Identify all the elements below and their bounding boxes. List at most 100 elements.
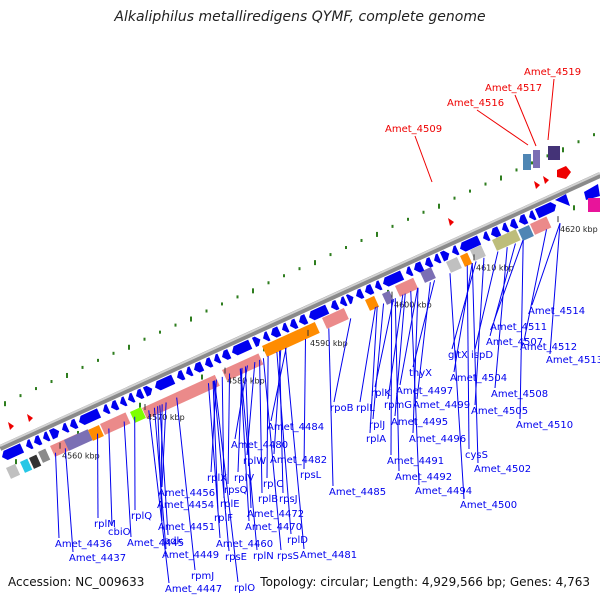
highlight-leader-line	[547, 78, 555, 141]
tick-dot	[15, 459, 17, 465]
gene-arrow	[70, 418, 79, 430]
gene-arrow	[48, 428, 60, 440]
gene-label: Amet_4507	[486, 337, 543, 348]
gene-arrow	[194, 361, 205, 373]
label-leader-line	[416, 282, 431, 400]
gene-label: Amet_4481	[300, 550, 357, 561]
highlight-marker	[8, 422, 14, 430]
gene-arrow	[271, 326, 282, 338]
gene-arrow	[251, 336, 261, 347]
gene-arrow	[2, 443, 25, 460]
gene-arrow	[584, 184, 600, 200]
accession-label: Accession:	[8, 575, 72, 589]
feature-segment	[322, 308, 349, 329]
gene-label: rpsQ	[224, 485, 248, 496]
label-leader-line	[399, 287, 419, 386]
gene-label: Amet_4499	[413, 400, 470, 411]
label-leader-line	[549, 223, 561, 355]
tick-dot	[283, 274, 285, 278]
gene-label: Amet_4500	[460, 500, 517, 511]
scale-tick-label: 4620 kbp	[560, 225, 598, 234]
gene-arrow	[502, 222, 510, 233]
gene-label: rpsS	[277, 551, 299, 562]
accession-info: Accession: NC_009633	[8, 575, 144, 589]
feature-segment	[88, 425, 104, 441]
label-leader-line	[471, 263, 479, 464]
tick-dot	[345, 246, 347, 250]
gene-arrow	[340, 296, 348, 307]
feature-segment	[364, 295, 380, 311]
feature-box	[548, 146, 560, 160]
label-leader-line	[531, 223, 561, 306]
gene-label: Amet_4494	[415, 486, 472, 497]
highlight-leader-line	[514, 94, 537, 147]
gene-label: rplV	[234, 473, 254, 484]
gene-label: Amet_4472	[247, 509, 304, 520]
tick-dot	[236, 295, 239, 299]
highlight-marker	[557, 166, 571, 179]
gene-label: rpsE	[225, 552, 247, 563]
gene-label: Amet_4495	[391, 417, 448, 428]
gene-label: rpsL	[300, 470, 322, 481]
gene-arrow	[519, 213, 529, 225]
gene-arrow	[345, 294, 354, 305]
gene-label: Amet_4460	[216, 539, 273, 550]
backbone-highlight	[0, 172, 600, 447]
gene-label: rplB	[258, 494, 278, 505]
gene-arrow	[103, 404, 111, 415]
feature-segment	[99, 412, 131, 435]
gene-arrows	[2, 202, 557, 460]
topology-label: Topology:	[260, 575, 317, 589]
label-leader-line	[273, 350, 282, 455]
gene-arrow	[43, 431, 51, 442]
gene-label: Amet_4510	[516, 420, 573, 431]
label-leader-line	[227, 373, 231, 485]
gene-arrow	[136, 388, 145, 400]
label-leader-line	[55, 452, 60, 539]
backbone-arc	[0, 172, 600, 451]
label-leader-line	[213, 380, 230, 552]
tick-dot	[531, 161, 533, 165]
tick-dot	[500, 175, 502, 181]
tick-dot	[376, 231, 378, 237]
feature-box	[533, 150, 540, 168]
accession-value: NC_009633	[75, 575, 145, 589]
gene-label: Amet_4456	[158, 488, 215, 499]
feature-segment	[64, 429, 93, 451]
label-leader-line	[333, 318, 352, 403]
feature-segment	[420, 267, 436, 283]
label-leader-line	[207, 383, 221, 539]
gene-label: rpoB	[330, 403, 354, 414]
tick-dot	[593, 133, 595, 137]
gene-label: rplL	[356, 403, 375, 414]
gene-arrow	[177, 370, 186, 381]
gene-label: Amet_4445	[127, 538, 184, 549]
map-title: Alkaliphilus metalliredigens QYMF, compl…	[114, 9, 486, 25]
gene-label: Amet_4470	[245, 522, 302, 533]
gene-label: Amet_4447	[165, 584, 222, 595]
gene-arrow	[555, 194, 570, 206]
gene-arrow	[425, 257, 434, 268]
gene-arrow	[529, 210, 537, 221]
gene-label: ispD	[471, 350, 493, 361]
gene-arrow	[232, 339, 253, 356]
gene-arrow	[383, 270, 405, 287]
feature-segment	[5, 463, 21, 479]
gene-label: Amet_4511	[490, 322, 547, 333]
length-label: Length:	[372, 575, 419, 589]
tick-dot	[422, 210, 425, 214]
gene-label: rplK	[371, 388, 391, 399]
label-leader-line	[262, 358, 282, 551]
gene-label: Amet_4497	[396, 386, 453, 397]
tick-dot	[221, 302, 223, 306]
gene-label: cbiO	[108, 527, 131, 538]
tick-dot	[407, 217, 409, 221]
tick-dot	[159, 330, 161, 334]
gene-arrow	[331, 299, 340, 311]
tick-dot	[391, 224, 394, 228]
scale-tick-label: 4600 kbp	[394, 301, 432, 310]
feature-segment	[222, 353, 264, 381]
label-leader-line	[210, 379, 217, 473]
label-leader-line	[449, 273, 465, 500]
feature-segment	[530, 216, 552, 235]
